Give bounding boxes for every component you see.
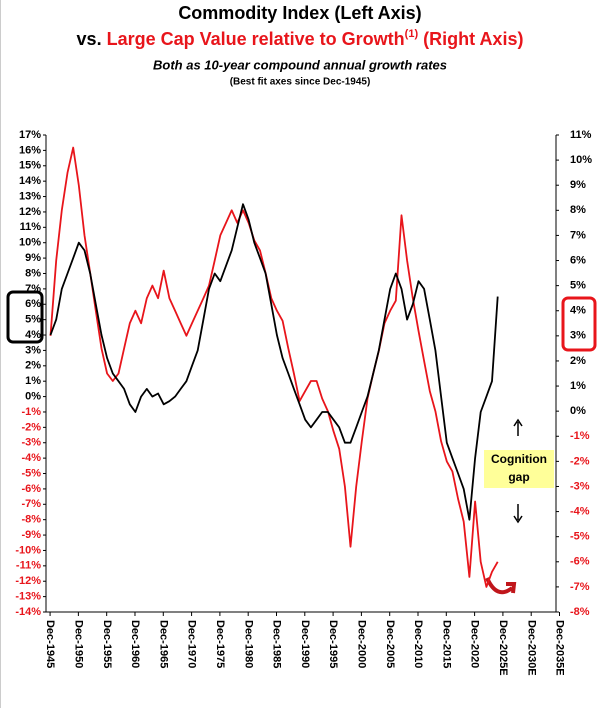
title-sup: (1) — [405, 28, 419, 40]
subtitle: Both as 10-year compound annual growth r… — [153, 57, 447, 72]
annotation-text: gap — [508, 470, 529, 484]
x-tick-label: Dec-1970 — [186, 620, 198, 668]
right-highlight-box — [561, 296, 597, 352]
y-tick-label: -4% — [21, 452, 41, 464]
title-main: Large Cap Value relative to Growth — [107, 29, 405, 49]
y-tick-label: 9% — [25, 252, 41, 264]
y-tick-label: -2% — [21, 421, 41, 433]
y2-tick-label: 8% — [570, 204, 586, 216]
x-tick-label: Dec-1985 — [271, 620, 283, 668]
y2-tick-label: -1% — [570, 430, 590, 442]
y2-tick-label: -2% — [570, 455, 590, 467]
x-tick-label: Dec-1960 — [129, 620, 141, 668]
curved-arrow — [485, 577, 517, 595]
y2-tick-label: -7% — [570, 581, 590, 593]
y2-tick-label: -5% — [570, 531, 590, 543]
x-tick-label: Dec-1980 — [242, 620, 254, 668]
y-tick-label: 3% — [25, 344, 41, 356]
y-tick-label: 17% — [19, 129, 41, 141]
y-tick-label: -1% — [21, 406, 41, 418]
arrow-up — [513, 418, 523, 436]
y2-tick-label: 0% — [570, 405, 586, 417]
y2-tick-label: 4% — [570, 305, 586, 317]
x-tick-label: Dec-1965 — [157, 620, 169, 668]
y-tick-label: 5% — [25, 314, 41, 326]
left-highlight-box — [6, 290, 44, 344]
note: (Best fit axes since Dec-1945) — [230, 77, 371, 88]
y-tick-label: -8% — [21, 514, 41, 526]
chart-title-line2: vs. Large Cap Value relative to Growth(1… — [77, 28, 524, 49]
x-tick-label: Dec-1975 — [214, 620, 226, 668]
y-tick-label: -9% — [21, 529, 41, 541]
annotation-text: Cognition — [491, 452, 547, 466]
y2-tick-label: -6% — [570, 556, 590, 568]
y2-tick-label: 10% — [570, 154, 592, 166]
y2-tick-label: 3% — [570, 330, 586, 342]
y-tick-label: 4% — [25, 329, 41, 341]
y-tick-label: -11% — [16, 560, 41, 572]
y-tick-label: -12% — [15, 575, 41, 587]
x-tick-label: Dec-2035E — [554, 620, 566, 676]
y-tick-label: 11% — [20, 221, 42, 233]
y2-tick-label: 7% — [570, 229, 586, 241]
y-tick-label: 6% — [25, 298, 41, 310]
y-tick-label: -3% — [21, 437, 41, 449]
y-tick-label: -10% — [15, 544, 41, 556]
x-tick-label: Dec-1950 — [72, 620, 84, 668]
y-tick-label: 8% — [25, 267, 41, 279]
y2-tick-label: 6% — [570, 254, 586, 266]
y-tick-label: 10% — [19, 237, 41, 249]
x-tick-label: Dec-2005 — [384, 620, 396, 668]
y-tick-label: -13% — [15, 591, 41, 603]
x-tick-label: Dec-2015 — [440, 620, 452, 668]
title-prefix: vs. — [77, 29, 107, 49]
y-tick-label: 15% — [19, 160, 41, 172]
y-tick-label: 7% — [25, 283, 41, 295]
y2-tick-label: 2% — [570, 355, 586, 367]
y-tick-label: 13% — [19, 190, 41, 202]
x-tick-label: Dec-2020 — [469, 620, 481, 668]
y2-tick-label: 11% — [570, 129, 592, 141]
title-suffix: (Right Axis) — [418, 29, 523, 49]
series-line — [49, 146, 499, 588]
y-tick-label: 2% — [25, 360, 41, 372]
y-tick-label: 12% — [19, 206, 41, 218]
y-tick-label: 0% — [25, 390, 41, 402]
annotation-box — [484, 450, 554, 488]
y-tick-label: 1% — [25, 375, 41, 387]
y-tick-label: -7% — [21, 498, 41, 510]
y2-tick-label: -4% — [570, 505, 590, 517]
y2-tick-label: 5% — [570, 280, 586, 292]
x-tick-label: Dec-2010 — [412, 620, 424, 668]
series-line — [49, 203, 499, 521]
x-tick-label: Dec-1955 — [101, 620, 113, 668]
x-tick-label: Dec-1990 — [299, 620, 311, 668]
x-tick-label: Dec-1995 — [327, 620, 339, 668]
y-tick-label: 16% — [19, 144, 41, 156]
y2-tick-label: -8% — [570, 606, 590, 618]
y2-tick-label: 1% — [570, 380, 586, 392]
x-tick-label: Dec-1945 — [44, 620, 56, 668]
y2-tick-label: 9% — [570, 179, 586, 191]
y-tick-label: -5% — [21, 467, 41, 479]
y-tick-label: -14% — [15, 606, 41, 618]
y-tick-label: -6% — [21, 483, 41, 495]
arrow-down — [513, 504, 523, 524]
x-tick-label: Dec-2000 — [355, 620, 367, 668]
y2-tick-label: -3% — [570, 480, 590, 492]
x-tick-label: Dec-2030E — [525, 620, 537, 676]
y-tick-label: 14% — [19, 175, 41, 187]
x-tick-label: Dec-2025E — [497, 620, 509, 676]
chart-title: Commodity Index (Left Axis) — [178, 3, 421, 23]
